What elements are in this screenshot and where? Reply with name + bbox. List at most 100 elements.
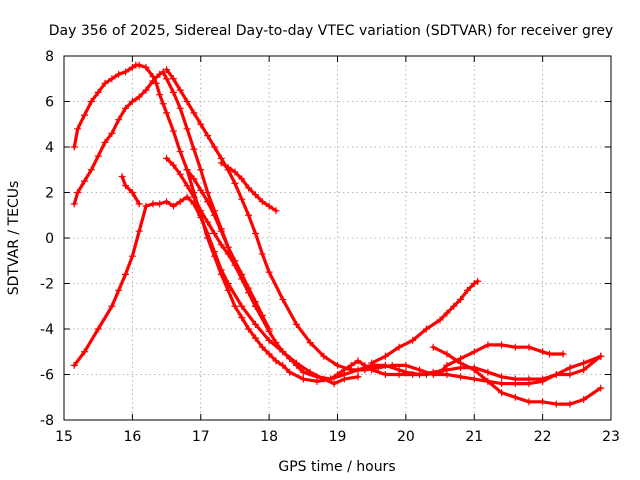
data-point xyxy=(470,375,478,383)
data-point xyxy=(163,75,171,83)
y-tick-label: -4 xyxy=(40,322,54,338)
data-point xyxy=(443,371,451,378)
data-point xyxy=(108,75,116,83)
data-point xyxy=(204,132,212,140)
data-point xyxy=(539,377,547,385)
data-point xyxy=(217,227,225,235)
data-point xyxy=(190,109,198,117)
data-point xyxy=(245,325,253,333)
data-point xyxy=(457,373,465,381)
data-point xyxy=(142,86,150,94)
data-point xyxy=(217,159,225,167)
data-point xyxy=(156,91,164,99)
data-point xyxy=(108,129,116,137)
data-point xyxy=(183,182,191,190)
y-tick-label: 0 xyxy=(45,231,54,247)
data-point xyxy=(176,86,184,94)
data-point xyxy=(511,343,519,351)
data-point xyxy=(279,361,287,369)
y-tick-label: 4 xyxy=(45,140,54,156)
data-point xyxy=(251,229,259,237)
data-point xyxy=(217,241,225,249)
data-point xyxy=(306,368,314,376)
x-tick-label: 15 xyxy=(55,429,73,445)
series-arc-j xyxy=(429,343,605,408)
x-tick-label: 19 xyxy=(329,429,347,445)
x-tick-label: 18 xyxy=(260,429,278,445)
data-point xyxy=(279,348,287,356)
x-axis-label: GPS time / hours xyxy=(278,459,395,475)
data-point xyxy=(122,270,130,278)
data-point xyxy=(511,393,519,401)
data-point xyxy=(176,104,184,112)
data-point xyxy=(190,193,198,201)
data-point xyxy=(443,350,451,358)
data-point xyxy=(498,380,506,388)
data-point xyxy=(347,366,355,374)
data-point xyxy=(320,352,328,360)
data-point xyxy=(265,350,273,358)
series-line xyxy=(72,63,565,383)
data-point xyxy=(122,68,130,76)
series-arc-e xyxy=(183,166,273,333)
data-point xyxy=(204,189,212,196)
data-point xyxy=(81,111,89,119)
data-point xyxy=(94,325,102,333)
data-point xyxy=(210,229,218,237)
data-point xyxy=(135,227,143,235)
y-tick-label: 6 xyxy=(45,95,54,111)
x-tick-label: 20 xyxy=(397,429,415,445)
series-line xyxy=(165,68,603,386)
x-tick-label: 16 xyxy=(123,429,141,445)
data-point xyxy=(231,257,239,265)
data-point xyxy=(245,284,253,292)
series-arc-i xyxy=(368,277,482,367)
data-point xyxy=(204,229,212,237)
data-point xyxy=(320,375,328,383)
y-tick-label: -8 xyxy=(40,413,54,429)
data-point xyxy=(457,359,465,367)
data-point xyxy=(258,343,266,351)
data-point xyxy=(498,389,506,397)
data-point xyxy=(354,357,362,365)
data-point xyxy=(597,352,605,360)
data-point xyxy=(559,350,567,358)
data-point xyxy=(94,152,102,160)
data-point xyxy=(238,270,246,278)
series-arc-f xyxy=(70,193,362,388)
data-point xyxy=(245,184,253,192)
data-point xyxy=(552,400,560,408)
data-point xyxy=(484,377,492,385)
data-point xyxy=(238,175,246,183)
series-arc-a xyxy=(70,61,567,385)
data-point xyxy=(580,366,588,374)
series-line xyxy=(370,279,480,365)
data-point xyxy=(204,218,212,226)
data-point xyxy=(122,182,130,190)
data-point xyxy=(416,366,424,374)
data-point xyxy=(525,380,533,388)
data-point xyxy=(169,161,177,169)
data-point xyxy=(566,400,574,408)
data-point xyxy=(87,166,95,174)
data-point xyxy=(142,63,150,71)
data-point xyxy=(197,186,205,194)
data-point xyxy=(149,77,157,85)
grid-layer xyxy=(64,56,611,420)
data-point xyxy=(115,286,123,294)
data-point xyxy=(190,145,198,153)
x-tick-label: 22 xyxy=(534,429,552,445)
chart-title: Day 356 of 2025, Sidereal Day-to-day VTE… xyxy=(49,23,613,39)
data-point xyxy=(474,277,482,285)
data-point xyxy=(539,348,547,356)
data-point xyxy=(330,380,338,388)
data-point xyxy=(204,198,212,206)
data-point xyxy=(135,200,143,208)
data-point xyxy=(272,357,280,365)
data-point xyxy=(545,350,553,358)
data-point xyxy=(176,170,184,178)
data-point xyxy=(217,266,225,274)
series-arc-c xyxy=(163,66,605,388)
series-arc-h xyxy=(217,159,280,215)
data-point xyxy=(299,368,307,376)
